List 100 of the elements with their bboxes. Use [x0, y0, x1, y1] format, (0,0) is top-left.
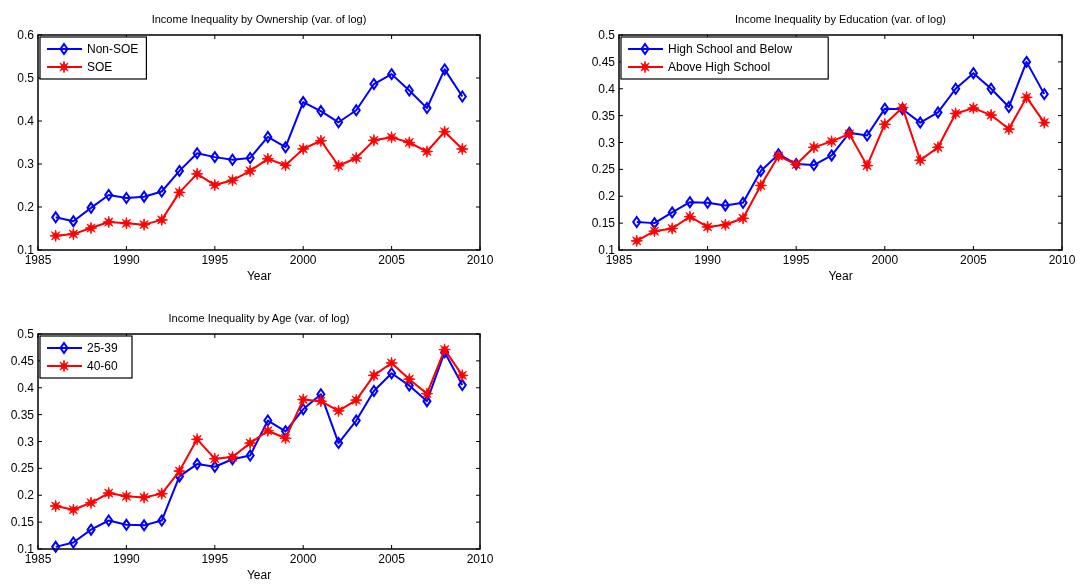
- point: [157, 514, 167, 527]
- point: [420, 145, 434, 158]
- y-tick-label: 0.25: [10, 461, 35, 476]
- point: [720, 199, 730, 212]
- point: [157, 185, 167, 198]
- point: [334, 437, 344, 450]
- point: [192, 458, 202, 471]
- y-tick-label: 0.4: [17, 114, 35, 128]
- legend-label: Non-SOE: [87, 42, 139, 56]
- point: [403, 136, 416, 149]
- y-tick-label: 0.35: [591, 108, 616, 123]
- legend-label: Above High School: [668, 60, 771, 74]
- point: [420, 387, 434, 400]
- point: [332, 404, 345, 418]
- point: [210, 460, 220, 473]
- point: [334, 116, 344, 129]
- point: [827, 149, 837, 162]
- x-tick-label: 1990: [694, 253, 722, 267]
- point: [456, 369, 469, 382]
- point: [208, 178, 221, 192]
- point: [967, 101, 980, 115]
- y-tick-label: 0.3: [598, 135, 616, 150]
- point: [192, 147, 202, 160]
- x-axis-title: Year: [828, 269, 853, 283]
- x-axis-title: Year: [246, 568, 272, 582]
- chart-title: Income Inequality by Age (var. of log): [168, 312, 350, 324]
- point: [190, 433, 204, 446]
- point: [648, 224, 661, 238]
- point: [68, 536, 78, 549]
- point: [754, 179, 767, 192]
- point: [351, 414, 361, 427]
- point: [120, 217, 133, 230]
- y-tick-label: 0.2: [17, 488, 35, 503]
- point: [190, 167, 204, 181]
- x-tick-label: 2000: [289, 552, 317, 566]
- point: [263, 130, 273, 143]
- point: [385, 356, 398, 370]
- point: [297, 142, 310, 156]
- point: [1004, 101, 1014, 114]
- point: [440, 63, 450, 76]
- point: [316, 105, 326, 118]
- point: [137, 218, 151, 231]
- point: [1038, 116, 1051, 129]
- point: [422, 102, 432, 115]
- point: [457, 90, 467, 103]
- x-tick-label: 2005: [960, 253, 988, 267]
- chart-title: Income Inequality by Education (var. of log): [735, 13, 946, 25]
- point: [665, 222, 679, 235]
- point: [245, 151, 255, 164]
- point: [632, 216, 642, 229]
- point: [68, 215, 78, 228]
- point: [84, 496, 98, 509]
- point: [385, 131, 398, 144]
- y-tick-label: 0.5: [17, 71, 35, 85]
- x-axis-title: Year: [246, 269, 272, 283]
- point: [227, 153, 237, 166]
- point: [102, 215, 115, 229]
- point: [860, 159, 874, 172]
- point: [984, 108, 998, 122]
- point: [933, 106, 943, 119]
- x-tick-label: 1990: [113, 552, 141, 566]
- point: [880, 102, 890, 115]
- point: [173, 186, 186, 199]
- point: [367, 369, 381, 382]
- point: [1039, 88, 1049, 101]
- chart-title: Income Inequality by Ownership (var. of log): [151, 13, 367, 25]
- point: [120, 490, 133, 503]
- y-tick-label: 0.3: [17, 157, 35, 171]
- y-tick-label: 0.4: [598, 81, 616, 96]
- point: [878, 118, 891, 131]
- point: [210, 151, 220, 164]
- point: [456, 142, 469, 156]
- point: [457, 379, 467, 392]
- point: [649, 217, 659, 230]
- point: [243, 164, 257, 178]
- point: [121, 518, 131, 531]
- point: [332, 159, 345, 172]
- x-tick-label: 1995: [782, 253, 810, 267]
- point: [807, 141, 821, 154]
- point: [102, 486, 115, 500]
- point: [968, 67, 978, 80]
- point: [137, 491, 151, 504]
- point: [1022, 55, 1032, 68]
- point: [49, 499, 62, 513]
- point: [139, 519, 149, 532]
- point: [51, 211, 61, 224]
- point: [86, 523, 96, 536]
- point: [403, 372, 416, 386]
- point: [367, 134, 381, 147]
- point: [369, 78, 379, 91]
- y-tick-label: 0.45: [10, 353, 35, 368]
- point: [104, 514, 114, 527]
- y-tick-label: 0.15: [591, 216, 616, 231]
- x-tick-label: 2010: [1048, 253, 1076, 267]
- point: [986, 82, 996, 95]
- point: [173, 464, 186, 478]
- point: [51, 540, 61, 553]
- legend-label: High School and Below: [668, 42, 793, 56]
- point: [404, 84, 414, 97]
- point: [316, 388, 326, 401]
